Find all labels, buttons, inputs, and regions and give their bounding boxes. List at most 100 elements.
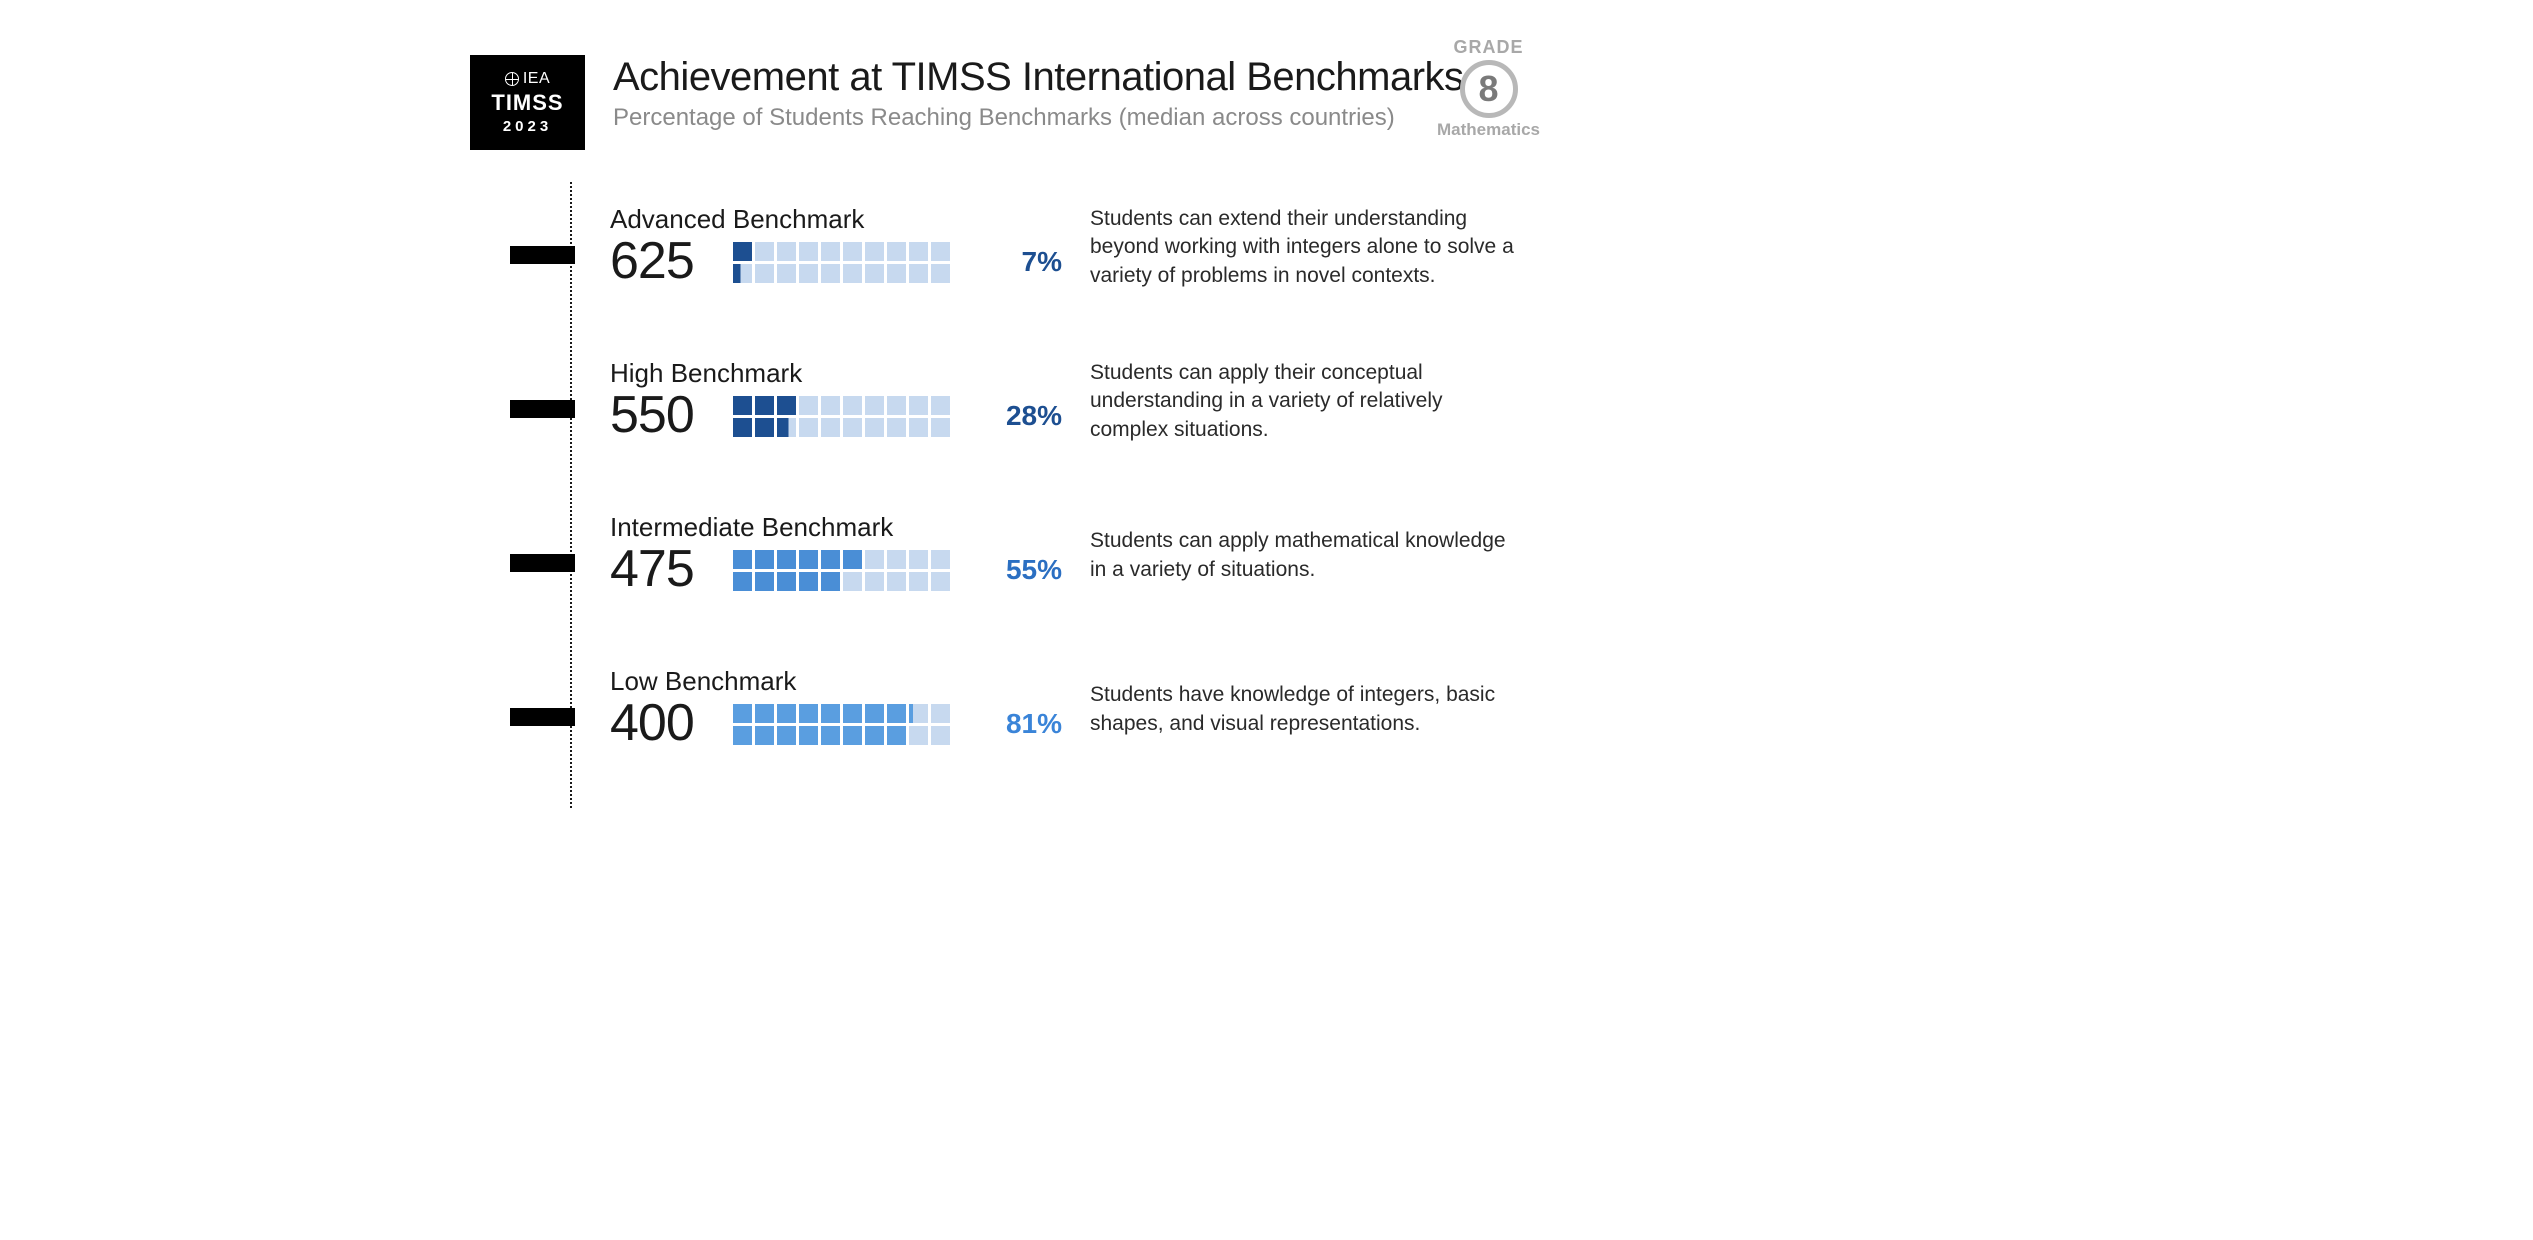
waffle-cell	[733, 704, 752, 723]
waffle-cell	[821, 396, 840, 415]
waffle-cell	[821, 572, 840, 591]
timeline-tick	[510, 400, 575, 418]
waffle-cell	[755, 726, 774, 745]
waffle-cell	[931, 396, 950, 415]
waffle-cell	[887, 418, 906, 437]
benchmark-row-inner: Advanced Benchmark625 7% Students can exte…	[610, 204, 1520, 291]
waffle-cell	[843, 550, 862, 569]
score-block: High Benchmark550	[610, 358, 725, 445]
waffle-cell	[755, 704, 774, 723]
title-block: Achievement at TIMSS International Bench…	[613, 55, 1550, 132]
benchmark-percent: 55%	[980, 554, 1062, 586]
waffle-cell	[865, 396, 884, 415]
waffle-cell	[777, 418, 796, 437]
benchmark-timeline: Advanced Benchmark625 7% Students can exte…	[570, 182, 1550, 798]
waffle-cell	[733, 726, 752, 745]
benchmark-description: Students can extend their understanding …	[1090, 205, 1520, 290]
waffle-cell	[909, 242, 928, 261]
waffle-cell	[887, 550, 906, 569]
score-block: Intermediate Benchmark475	[610, 512, 725, 599]
waffle-cell	[821, 726, 840, 745]
waffle-cell	[931, 704, 950, 723]
waffle-cell	[843, 264, 862, 283]
benchmark-percent: 81%	[980, 708, 1062, 740]
waffle-cell	[821, 704, 840, 723]
waffle-cell	[865, 704, 884, 723]
waffle-cell	[931, 242, 950, 261]
benchmark-description: Students have knowledge of integers, bas…	[1090, 681, 1520, 738]
waffle-cell	[887, 726, 906, 745]
waffle-cell	[777, 396, 796, 415]
timeline-tick	[510, 554, 575, 572]
waffle-cell	[909, 418, 928, 437]
waffle-cell	[733, 572, 752, 591]
score-block: Low Benchmark400	[610, 666, 725, 753]
benchmark-percent: 7%	[980, 246, 1062, 278]
benchmark-row-inner: Intermediate Benchmark47555%Students can…	[610, 512, 1520, 599]
globe-icon	[505, 72, 519, 86]
waffle-cell	[799, 726, 818, 745]
waffle-cell	[799, 396, 818, 415]
waffle-cell	[821, 264, 840, 283]
waffle-cell	[755, 418, 774, 437]
benchmark-row-intermediate: Intermediate Benchmark47555%Students can…	[570, 490, 1550, 644]
waffle-cell	[777, 264, 796, 283]
waffle-cell	[799, 264, 818, 283]
score-block: Advanced Benchmark625	[610, 204, 725, 291]
waffle-cell	[909, 550, 928, 569]
waffle-cell	[821, 242, 840, 261]
timss-logo: IEA TIMSS 2023	[470, 55, 585, 150]
waffle-cell	[733, 550, 752, 569]
waffle-chart	[733, 396, 950, 437]
waffle-cell	[843, 396, 862, 415]
benchmark-description: Students can apply their conceptual unde…	[1090, 359, 1520, 444]
waffle-cell	[887, 396, 906, 415]
waffle-cell	[931, 264, 950, 283]
badge-grade-number: 8	[1460, 60, 1518, 118]
waffle-cell	[799, 704, 818, 723]
benchmark-row-high: High Benchmark55028%Students can apply t…	[570, 336, 1550, 490]
waffle-cell	[755, 396, 774, 415]
waffle-cell	[799, 550, 818, 569]
infographic-container: IEA TIMSS 2023 Achievement at TIMSS Inte…	[470, 55, 1550, 798]
waffle-cell	[843, 242, 862, 261]
waffle-cell	[777, 550, 796, 569]
waffle-cell	[865, 550, 884, 569]
waffle-cell	[733, 242, 752, 261]
grade-badge: GRADE 8 Mathematics	[1437, 37, 1540, 140]
benchmark-score: 625	[610, 231, 725, 291]
waffle-cell	[909, 704, 928, 723]
waffle-cell	[777, 726, 796, 745]
benchmark-row-low: Low Benchmark400 81% Students have knowled…	[570, 644, 1550, 798]
waffle-cell	[865, 572, 884, 591]
waffle-cell	[865, 418, 884, 437]
waffle-cell	[777, 704, 796, 723]
waffle-cell	[931, 572, 950, 591]
waffle-cell	[931, 550, 950, 569]
waffle-cell	[887, 242, 906, 261]
waffle-cell	[799, 418, 818, 437]
waffle-cell	[843, 418, 862, 437]
waffle-cell	[909, 726, 928, 745]
benchmark-score: 400	[610, 693, 725, 753]
waffle-cell	[799, 572, 818, 591]
waffle-cell	[887, 572, 906, 591]
waffle-cell	[843, 704, 862, 723]
benchmark-row-inner: Low Benchmark400 81% Students have knowled…	[610, 666, 1520, 753]
waffle-cell	[909, 396, 928, 415]
benchmark-row-advanced: Advanced Benchmark625 7% Students can exte…	[570, 182, 1550, 336]
waffle-cell	[733, 264, 752, 283]
waffle-cell	[843, 572, 862, 591]
waffle-cell	[733, 418, 752, 437]
waffle-chart	[733, 550, 950, 591]
waffle-cell	[799, 242, 818, 261]
badge-subject: Mathematics	[1437, 120, 1540, 140]
waffle-cell	[755, 550, 774, 569]
waffle-cell	[887, 704, 906, 723]
waffle-cell	[865, 242, 884, 261]
waffle-cell	[931, 418, 950, 437]
header: IEA TIMSS 2023 Achievement at TIMSS Inte…	[470, 55, 1550, 150]
waffle-cell	[909, 572, 928, 591]
badge-grade-label: GRADE	[1437, 37, 1540, 58]
waffle-cell	[733, 396, 752, 415]
